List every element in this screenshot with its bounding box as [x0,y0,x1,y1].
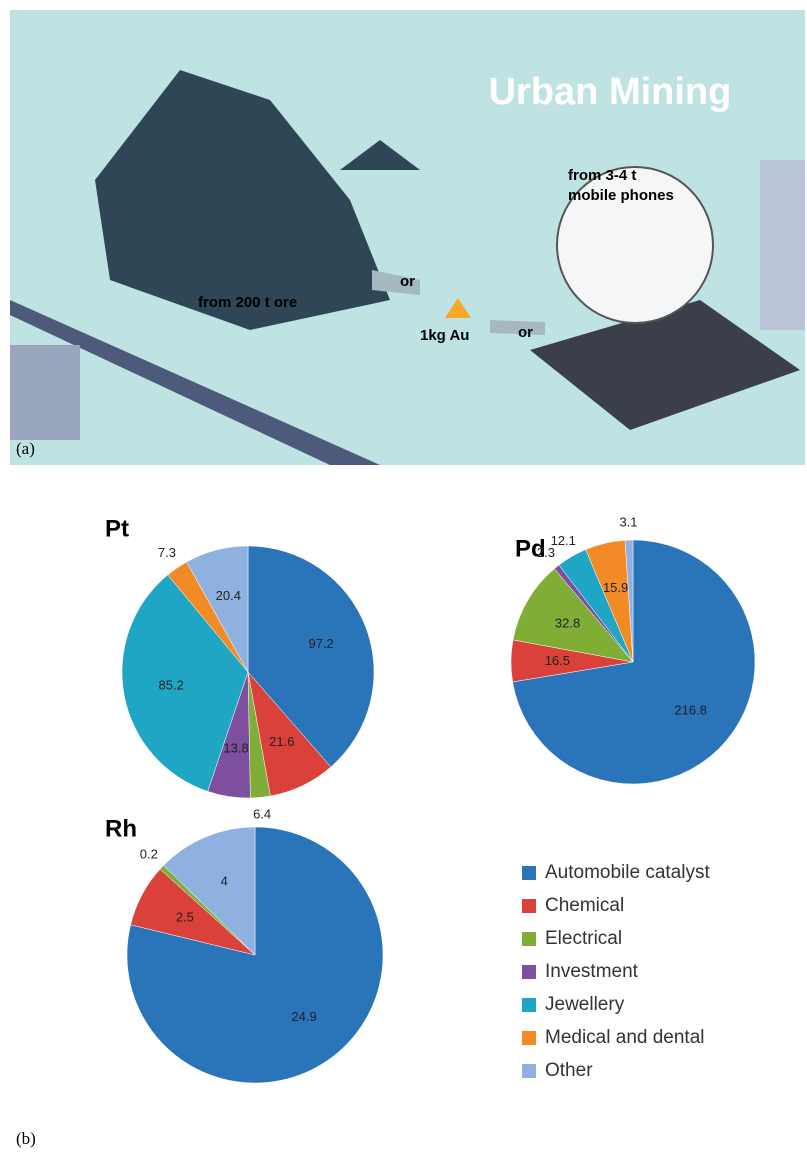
chart-title: Pd [515,535,546,562]
magnifier [556,166,714,324]
legend-label: Jewellery [545,994,625,1015]
data-label: 97.2 [308,636,333,651]
small-pile [340,140,420,170]
data-label: 2.5 [176,909,194,924]
data-label: 3.1 [619,514,637,529]
data-label: 24.9 [291,1009,316,1024]
legend-swatch [522,932,536,946]
phones [530,300,800,430]
legend-label: Automobile catalyst [545,862,710,883]
data-label: 15.9 [603,580,628,595]
data-label: 21.6 [269,734,294,749]
data-label: 20.4 [216,588,241,603]
pie-slice [512,568,634,663]
data-label: 12.1 [551,533,576,548]
data-label: 4 [221,873,228,888]
legend-swatch [522,1064,536,1078]
legend-swatch [522,965,536,979]
rail [10,300,380,465]
gold-pile [445,298,471,318]
data-label: 0.2 [140,846,158,861]
pie-slice [163,826,256,956]
label: from 3-4 t [568,167,636,184]
pie-slice [186,545,249,673]
pie-slice [512,539,756,785]
legend-label: Chemical [545,895,624,916]
panel-label: (a) [16,439,35,458]
pie-slice [624,539,634,663]
arrow [372,270,420,295]
label: or [518,324,533,341]
pie-slice [247,545,375,768]
legend-swatch [522,866,536,880]
data-label: 32.8 [555,615,580,630]
label: from 200 t ore [198,294,297,311]
legend-label: Medical and dental [545,1027,705,1048]
chart-title: Pt [105,515,129,542]
building [10,345,80,440]
legend-swatch [522,998,536,1012]
illustration-title: Urban Mining [489,71,732,113]
data-label: 6.4 [253,806,271,821]
legend-label: Investment [545,961,639,982]
pie-slice [121,574,249,792]
legend-swatch [522,899,536,913]
arrow [490,320,545,335]
data-label: 16.5 [545,653,570,668]
data-label: 7.3 [158,545,176,560]
chart-title: Rh [105,815,137,842]
label: 1kg Au [420,327,469,344]
data-label: 13.8 [223,741,248,756]
ore-pile [95,70,390,330]
legend-label: Electrical [545,928,622,949]
legend-label: Other [545,1060,593,1081]
panel-label: (b) [16,1129,36,1148]
label: mobile phones [568,187,674,204]
data-label: 2.3 [537,545,555,560]
data-label: 85.2 [159,678,184,693]
label: or [400,273,415,290]
legend-swatch [522,1031,536,1045]
data-label: 216.8 [674,702,707,717]
building [760,160,805,330]
